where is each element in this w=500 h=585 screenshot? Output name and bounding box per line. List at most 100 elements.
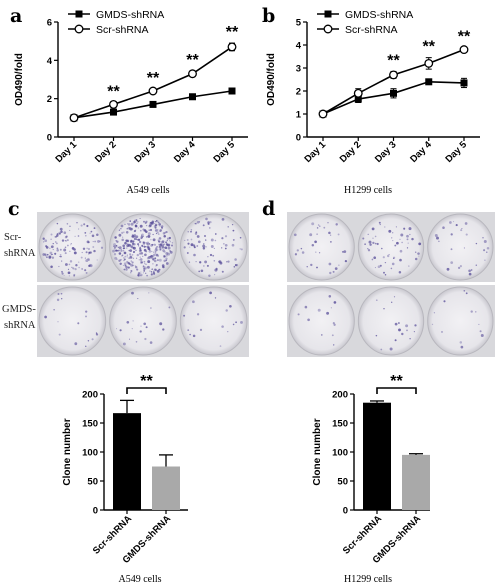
colony-dot xyxy=(202,224,205,227)
colony-dot xyxy=(154,223,156,225)
colony-dot xyxy=(397,322,400,324)
colony-dot xyxy=(333,301,337,304)
colony-dot xyxy=(45,245,48,248)
colony-dot xyxy=(188,261,191,263)
colony-dot xyxy=(50,265,53,269)
colony-dot xyxy=(113,253,117,256)
colony-dot xyxy=(328,295,332,298)
colony-dot xyxy=(374,235,377,238)
colony-dot xyxy=(227,226,229,228)
colony-dot xyxy=(224,235,228,238)
colony-dot xyxy=(311,244,315,247)
colony-dot xyxy=(138,259,140,261)
colony-dot xyxy=(152,263,154,265)
colony-dot xyxy=(143,220,145,223)
colony-dot xyxy=(296,249,299,252)
colony-dot xyxy=(401,332,404,336)
colony-dot xyxy=(61,260,63,262)
colony-dot xyxy=(63,248,67,252)
colony-dot xyxy=(334,267,338,270)
colony-dot xyxy=(114,256,118,260)
colony-dot xyxy=(407,242,409,244)
colony-dot xyxy=(162,249,165,252)
colony-dot xyxy=(137,221,139,223)
colony-dot xyxy=(304,305,308,309)
y-tick-label: 200 xyxy=(332,390,348,401)
colony-dot xyxy=(116,258,118,260)
colony-dot xyxy=(63,274,65,277)
colony-dot xyxy=(84,269,87,272)
x-tick-label: Day 3 xyxy=(132,139,158,165)
colony-dot xyxy=(396,241,399,245)
culture-well xyxy=(179,213,248,281)
colony-dot xyxy=(129,249,133,252)
colony-dot xyxy=(239,248,241,250)
colony-dot xyxy=(167,252,171,256)
colony-dot xyxy=(100,246,104,249)
colony-dot xyxy=(205,239,207,241)
colony-dot xyxy=(54,236,56,238)
colony-dot xyxy=(214,274,216,276)
colony-dot xyxy=(399,258,402,262)
colony-dot xyxy=(470,310,473,313)
colony-dot xyxy=(406,234,409,238)
data-point-square xyxy=(149,100,157,108)
colony-dot xyxy=(153,251,155,253)
colony-dot xyxy=(221,247,223,249)
colony-dot xyxy=(159,269,161,271)
colony-dot xyxy=(189,333,191,336)
row-label-scr-1: Scr- xyxy=(4,232,22,243)
colony-dot xyxy=(436,236,439,240)
colony-dot xyxy=(463,289,466,292)
colony-dot xyxy=(196,245,199,247)
colony-dot xyxy=(450,261,454,264)
colony-dot xyxy=(145,224,148,227)
colony-dot xyxy=(219,345,222,347)
colony-dot xyxy=(197,240,201,244)
colony-dot xyxy=(67,268,70,271)
colony-dot xyxy=(137,227,140,229)
colony-dot xyxy=(151,250,153,253)
colony-dot xyxy=(146,274,148,277)
colony-dot xyxy=(130,272,132,274)
colony-dot xyxy=(139,256,141,258)
colony-dot xyxy=(192,300,195,304)
colony-dot xyxy=(153,226,155,228)
colony-dot xyxy=(209,253,213,257)
colony-dot xyxy=(159,248,162,250)
colony-dot xyxy=(42,253,46,256)
culture-well xyxy=(357,286,425,356)
colony-dot xyxy=(144,222,147,224)
colony-dot xyxy=(86,247,88,249)
colony-dot xyxy=(330,307,332,309)
culture-well xyxy=(179,286,248,356)
colony-dot xyxy=(137,298,139,300)
colony-dot xyxy=(130,270,133,272)
colony-dot xyxy=(375,334,378,337)
colony-dot xyxy=(56,249,59,252)
colony-dot xyxy=(150,239,152,241)
colony-dot xyxy=(123,251,127,255)
significance-mark: ** xyxy=(387,52,400,69)
colony-dot xyxy=(64,252,67,255)
colony-dot xyxy=(203,243,205,245)
data-point-square xyxy=(460,79,468,87)
colony-dot xyxy=(187,329,190,331)
colony-dot xyxy=(140,252,144,255)
colony-dot xyxy=(46,253,49,256)
colony-dot xyxy=(486,246,490,250)
colony-dot xyxy=(207,221,210,224)
colony-dot xyxy=(300,247,303,250)
panel-letter-c: c xyxy=(8,198,20,220)
colony-dot xyxy=(203,265,205,267)
colony-dot xyxy=(398,328,401,332)
colony-dot xyxy=(54,252,57,255)
colony-dot xyxy=(231,243,235,247)
colony-dot xyxy=(331,334,334,337)
colony-dot xyxy=(367,248,369,250)
data-point-circle xyxy=(69,113,79,123)
colony-dot xyxy=(56,233,59,236)
significance-mark: ** xyxy=(147,70,160,87)
colony-dot xyxy=(438,240,440,243)
